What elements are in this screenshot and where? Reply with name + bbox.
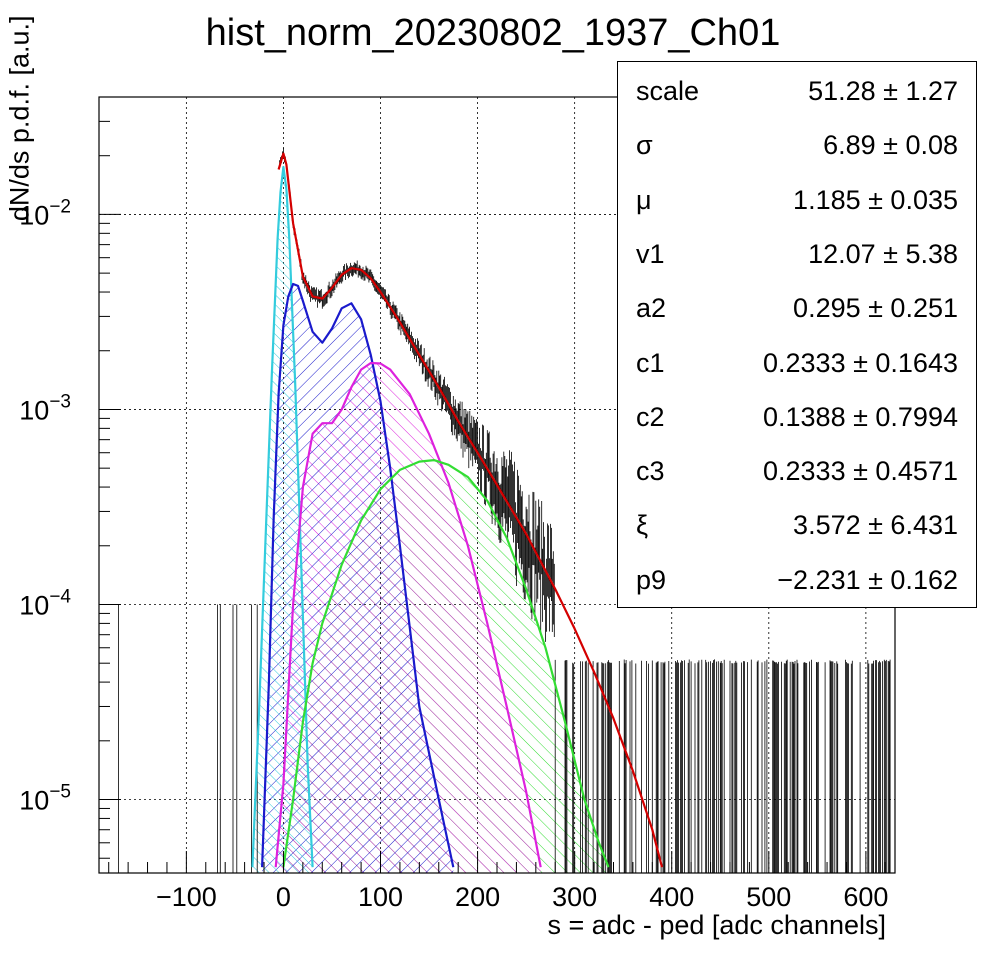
fit-stats-box: scale 51.28 ± 1.27 σ 6.89 ± 0.08 μ 1.185 ± 0.…: [617, 61, 977, 608]
x-axis-label: s = adc - ped [adc channels]: [547, 910, 886, 940]
x-tick-label: 400: [649, 882, 694, 912]
x-tick-label: 200: [455, 882, 500, 912]
stats-param-value: 0.2333 ± 0.4571: [763, 456, 958, 487]
stats-param-name: scale: [636, 76, 700, 106]
y-tick-label: 10−3: [19, 391, 71, 425]
x-tick-label: −100: [156, 882, 217, 912]
curve-pe0: [251, 165, 314, 868]
stats-param-name: p9: [636, 564, 667, 595]
stats-param-value: 3.572 ± 6.431: [793, 510, 958, 541]
stats-param-name: ξ: [636, 510, 649, 541]
fit-curves: [251, 152, 664, 868]
stats-param-name: v1: [636, 238, 665, 269]
stats-param-value: 0.2333 ± 0.1643: [763, 347, 958, 378]
stats-param-name: a2: [636, 293, 667, 324]
x-tick-label: 0: [276, 882, 291, 912]
stats-param-value: 6.89 ± 0.08: [823, 130, 958, 161]
curve-pe1: [261, 282, 455, 868]
stats-param-value: 51.28 ± 1.27: [808, 76, 958, 106]
curve-pe2: [274, 361, 542, 868]
stats-param-name: c3: [636, 456, 665, 487]
stats-param-name: c1: [636, 347, 665, 378]
curve-fit: [277, 152, 664, 868]
chart-title: hist_norm_20230802_1937_Ch01: [205, 12, 781, 54]
stats-param-value: 1.185 ± 0.035: [793, 184, 958, 215]
y-axis: 10−5 10−4 10−3 10−2: [19, 96, 121, 859]
x-tick-label: 600: [843, 882, 888, 912]
x-tick-label: 100: [358, 882, 403, 912]
curve-pe3: [282, 459, 610, 868]
fill-pe1: [262, 284, 454, 873]
x-tick-label: 300: [552, 882, 597, 912]
x-axis: −100 0 100 200 300 400 500 600: [108, 851, 888, 912]
x-tick-label: 500: [746, 882, 791, 912]
y-tick-label: 10−5: [19, 782, 71, 816]
stats-param-name: μ: [636, 184, 652, 215]
stats-param-value: 12.07 ± 5.38: [808, 238, 958, 269]
stats-param-value: 0.1388 ± 0.7994: [763, 401, 958, 432]
y-axis-label: dN/ds p.d.f. [a.u.]: [4, 15, 35, 222]
y-tick-label: 10−4: [19, 586, 71, 620]
stats-param-name: c2: [636, 401, 665, 432]
y-tick-label: 10−2: [19, 196, 71, 230]
stats-param-value: 0.295 ± 0.251: [793, 293, 958, 324]
stats-param-value: −2.231 ± 0.162: [777, 564, 958, 595]
stats-param-name: σ: [636, 130, 653, 161]
